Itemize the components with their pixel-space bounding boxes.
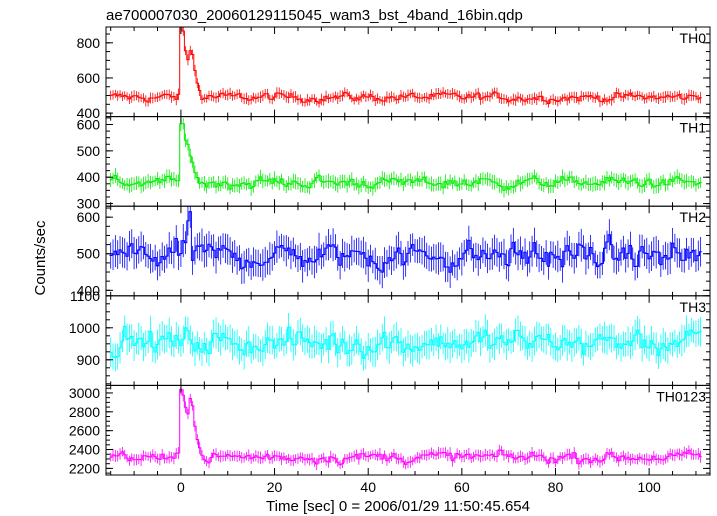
y-tick-label: 800 [77,35,101,51]
panel-th2: 400 500 600 TH2 [77,205,711,298]
series-line-th3 [109,325,702,359]
x-tick-label: 20 [267,479,283,495]
y-tick-label: 1100 [70,288,100,304]
chart-title: ae700007030_20060129115045_wam3_bst_4ban… [106,7,523,24]
y-tick-label: 600 [77,117,101,133]
x-tick-label: 0 [177,479,185,495]
series-th0 [109,27,702,108]
panel-th1: 300 400 500 600 TH1 [77,116,711,212]
series-th3 [109,313,702,372]
panel-name-label: TH0 [680,30,707,46]
series-line-th0123 [109,388,702,466]
panel-th0: 400 600 800 TH0 [77,26,711,121]
x-tick-label: 60 [454,479,470,495]
x-tick-label: 100 [637,479,661,495]
series-line-th1 [109,123,702,191]
y-tick-label: 500 [77,143,101,159]
y-tick-label: 400 [77,105,101,121]
panel-th0123: 2200 2400 2600 2800 3000 TH0123 [69,384,711,476]
y-tick-label: 2600 [69,423,100,439]
x-tick-labels: 0 20 40 60 80 100 [177,479,661,495]
y-tick-label: 300 [77,196,101,212]
y-tick-label: 1000 [69,320,100,336]
x-axis-label: Time [sec] 0 = 2006/01/29 11:50:45.654 [266,498,530,515]
series-line-th0 [109,27,702,105]
y-tick-label: 2200 [69,460,100,476]
y-tick-label: 600 [77,70,101,86]
y-axis-label: Counts/sec [32,220,49,296]
series-th0123 [109,385,702,471]
panel-name-label: TH2 [680,209,707,225]
x-tick-label: 40 [360,479,376,495]
y-tick-label: 2400 [69,442,100,458]
y-tick-label: 3000 [69,385,100,401]
series-line-th2 [109,211,702,273]
panel-name-label: TH1 [680,120,707,136]
y-tick-label: 600 [77,209,101,225]
y-tick-label: 400 [77,282,101,298]
series-th2 [109,206,702,289]
y-tick-label: 2800 [69,404,100,420]
panel-th3: 900 1000 1100 TH3 [69,288,711,386]
y-tick-label: 400 [77,169,101,185]
x-tick-label: 80 [548,479,564,495]
y-tick-label: 900 [77,352,101,368]
panel-name-label: TH3 [680,299,707,315]
series-th1 [109,116,702,198]
panel-frame [105,116,711,207]
panel-name-label: TH0123 [656,388,706,404]
y-tick-label: 500 [77,246,101,262]
